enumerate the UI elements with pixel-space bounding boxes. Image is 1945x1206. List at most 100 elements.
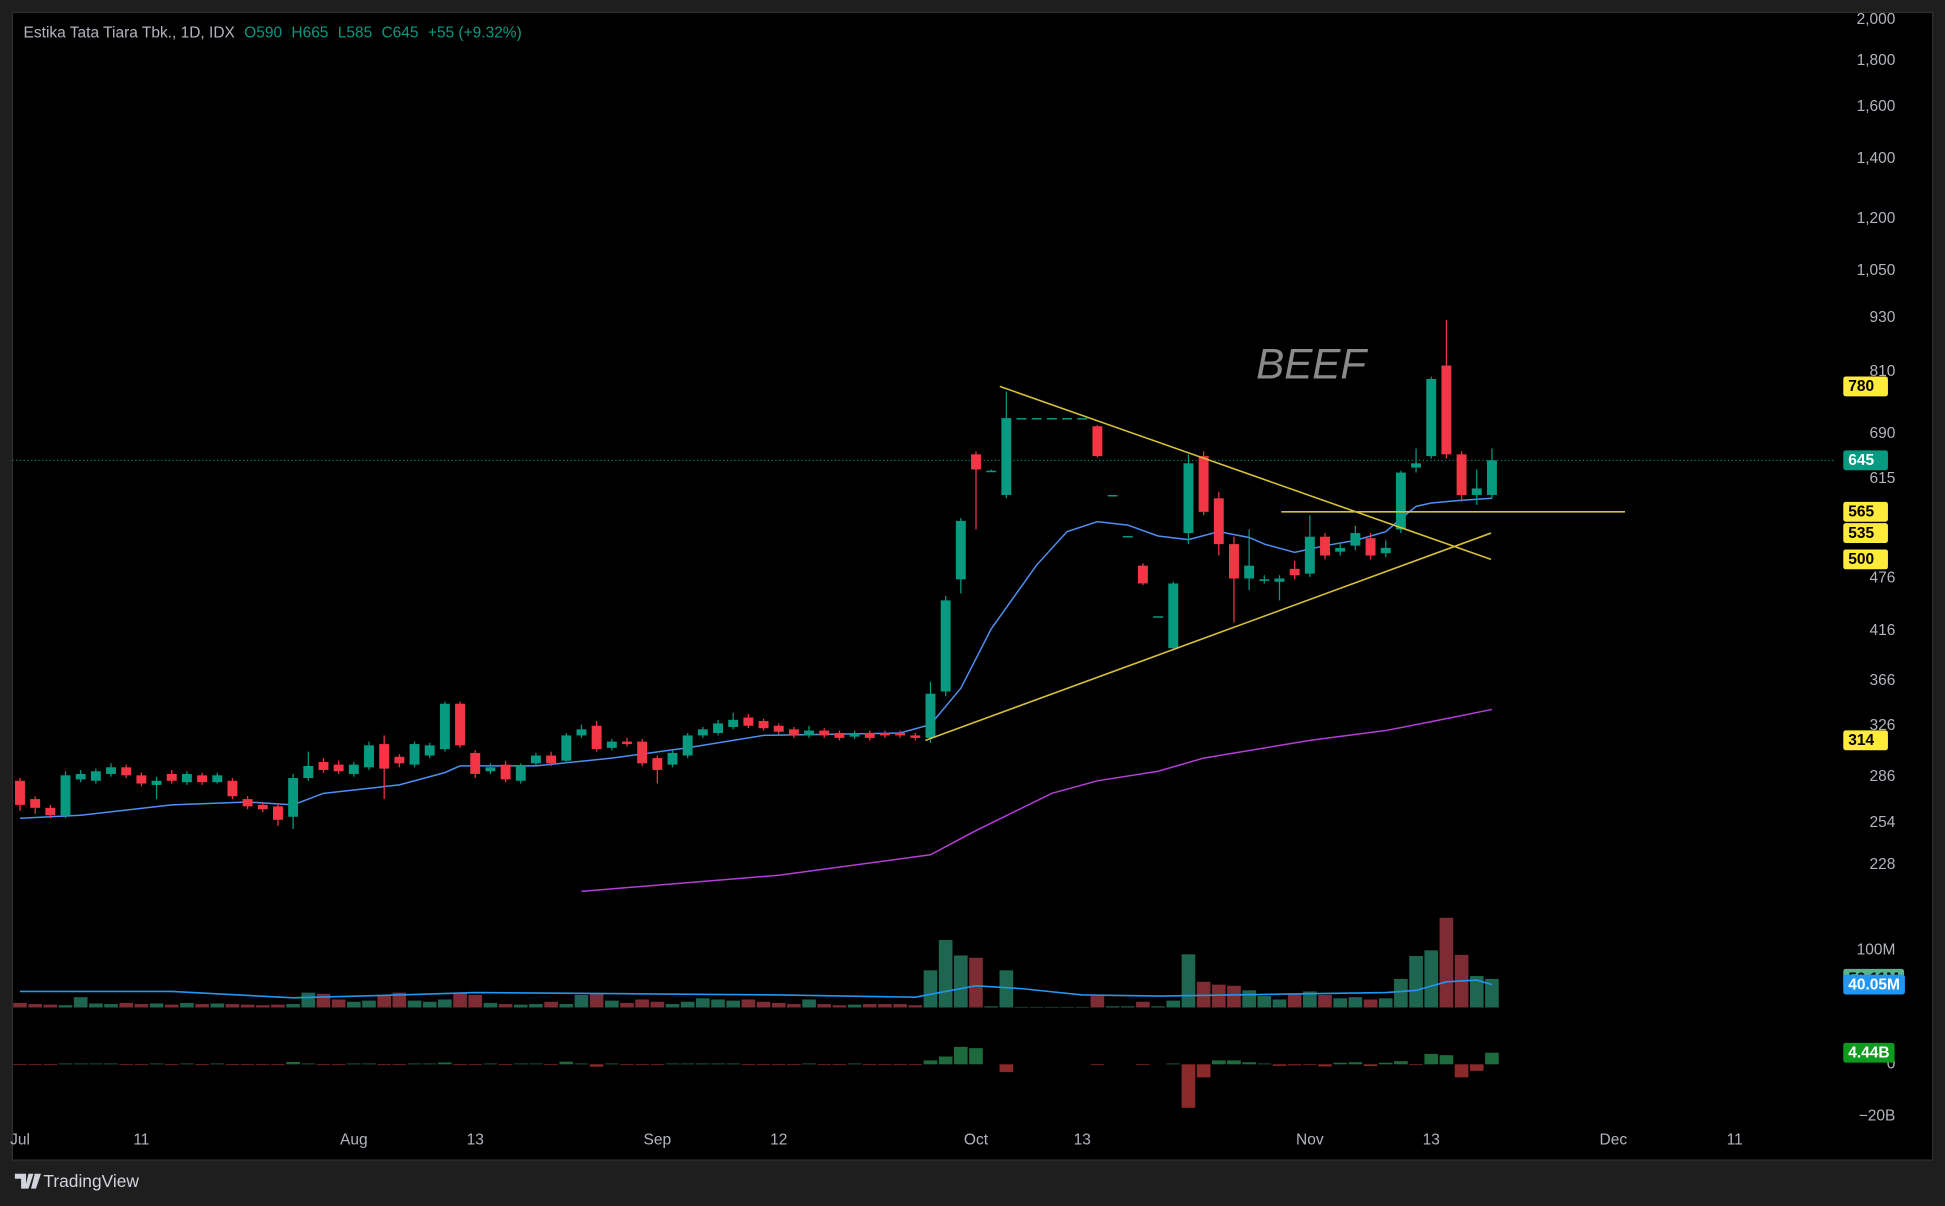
volume-bar — [1211, 984, 1226, 1008]
flow-bar — [1303, 1064, 1317, 1066]
badge-label: 40.05M — [1848, 976, 1900, 993]
volume-bar — [422, 1001, 437, 1008]
ohlc-value: 585 — [346, 25, 372, 42]
volume-bar — [878, 1004, 892, 1008]
candle-body — [470, 752, 481, 774]
flow-bar — [711, 1063, 725, 1065]
flow-bar — [58, 1063, 73, 1065]
y-tick-label: 2,000 — [1857, 11, 1896, 28]
flow-bar — [1227, 1060, 1241, 1065]
candle-body — [682, 735, 693, 756]
volume-bar — [286, 1004, 300, 1008]
candle-body — [622, 741, 632, 745]
volume-bar — [119, 1002, 134, 1008]
candle-body — [1213, 498, 1224, 545]
candle-body — [1335, 547, 1346, 552]
flow-bar — [1469, 1064, 1484, 1071]
volume-bar — [665, 1004, 680, 1008]
volume-bar — [180, 1002, 194, 1008]
candle-body — [713, 723, 723, 733]
y-tick-label: 1,400 — [1857, 150, 1896, 167]
volume-bar — [711, 999, 725, 1008]
plot-layer — [12, 320, 1834, 1108]
candle-body — [500, 764, 511, 780]
volume-bar — [407, 1000, 422, 1008]
candle-body — [743, 717, 754, 726]
flow-bar — [787, 1064, 801, 1066]
volume-bar — [574, 994, 589, 1008]
volume-bar — [953, 955, 968, 1008]
candle-body — [1486, 460, 1497, 495]
flow-bar — [104, 1063, 118, 1065]
flow-bar — [134, 1064, 149, 1066]
flow-bar — [1409, 1064, 1423, 1066]
candle-body — [348, 764, 359, 774]
flow-bar — [969, 1048, 983, 1065]
volume-bar — [1105, 1006, 1120, 1008]
candle-body — [591, 725, 602, 750]
candle-body — [1471, 488, 1482, 495]
flow-bar — [756, 1064, 771, 1066]
candle-body — [606, 741, 617, 748]
candle-body — [773, 725, 784, 732]
candle-body — [849, 732, 860, 737]
volume-bar — [362, 1000, 376, 1008]
badge-label: 4.44B — [1848, 1044, 1889, 1061]
change: +55 (+9.32%) — [428, 25, 522, 42]
candle-body — [106, 767, 117, 774]
candle-body — [1259, 579, 1270, 581]
volume-bar — [1075, 1006, 1090, 1008]
flow-bar — [1196, 1064, 1211, 1078]
flow-bar — [953, 1046, 968, 1065]
candle-body — [318, 761, 329, 770]
candle-body — [652, 758, 663, 770]
volume-bar — [1045, 1006, 1059, 1008]
flow-bar — [1439, 1055, 1454, 1065]
volume-bar — [1272, 999, 1287, 1008]
volume-bar — [483, 1002, 498, 1008]
x-tick-label: 11 — [133, 1131, 149, 1148]
badge-bg — [1843, 1042, 1895, 1063]
volume-bar — [377, 994, 392, 1008]
candle-body — [515, 765, 526, 781]
candle-body — [561, 735, 572, 761]
volume-bar — [650, 1001, 665, 1008]
volume-bar — [225, 1004, 240, 1008]
flow-bar — [923, 1060, 938, 1065]
candle-body — [60, 775, 71, 816]
candle-body — [1395, 472, 1406, 530]
candle-body — [1137, 565, 1148, 584]
volume-bar — [1181, 954, 1196, 1008]
volume-bar — [513, 1004, 528, 1008]
flow-bar — [164, 1064, 179, 1066]
candle-body — [1168, 583, 1179, 649]
flow-bar — [1211, 1060, 1226, 1065]
flow-bar — [1333, 1062, 1348, 1065]
candle-body — [1046, 418, 1057, 420]
price-badge: 4.44B — [1843, 1042, 1895, 1063]
volume-bar — [1348, 997, 1363, 1008]
volume-bar — [453, 992, 467, 1008]
volume-bar — [787, 1004, 801, 1008]
volume-bar — [438, 999, 452, 1008]
volume-bar — [1120, 1006, 1135, 1008]
ohlc-value: 590 — [256, 25, 282, 42]
flow-bar — [1181, 1064, 1196, 1108]
volume-bar — [89, 1003, 103, 1008]
candle-body — [151, 780, 162, 785]
candle-body — [1153, 616, 1164, 618]
volume-bar — [529, 1004, 543, 1008]
flow-bar — [347, 1063, 361, 1065]
ohlc-value: 645 — [393, 25, 419, 42]
volume-bar — [1363, 999, 1378, 1008]
candle-body — [1244, 565, 1255, 579]
flow-bar — [392, 1064, 407, 1066]
flow-bar — [1166, 1063, 1181, 1065]
candle-body — [637, 741, 648, 764]
price-badge: 535 — [1843, 523, 1888, 543]
candle-body — [728, 719, 739, 727]
flow-bar — [13, 1064, 27, 1066]
y-tick-label: 416 — [1870, 622, 1896, 639]
flow-bar — [635, 1064, 649, 1066]
candle-body — [1229, 544, 1239, 579]
